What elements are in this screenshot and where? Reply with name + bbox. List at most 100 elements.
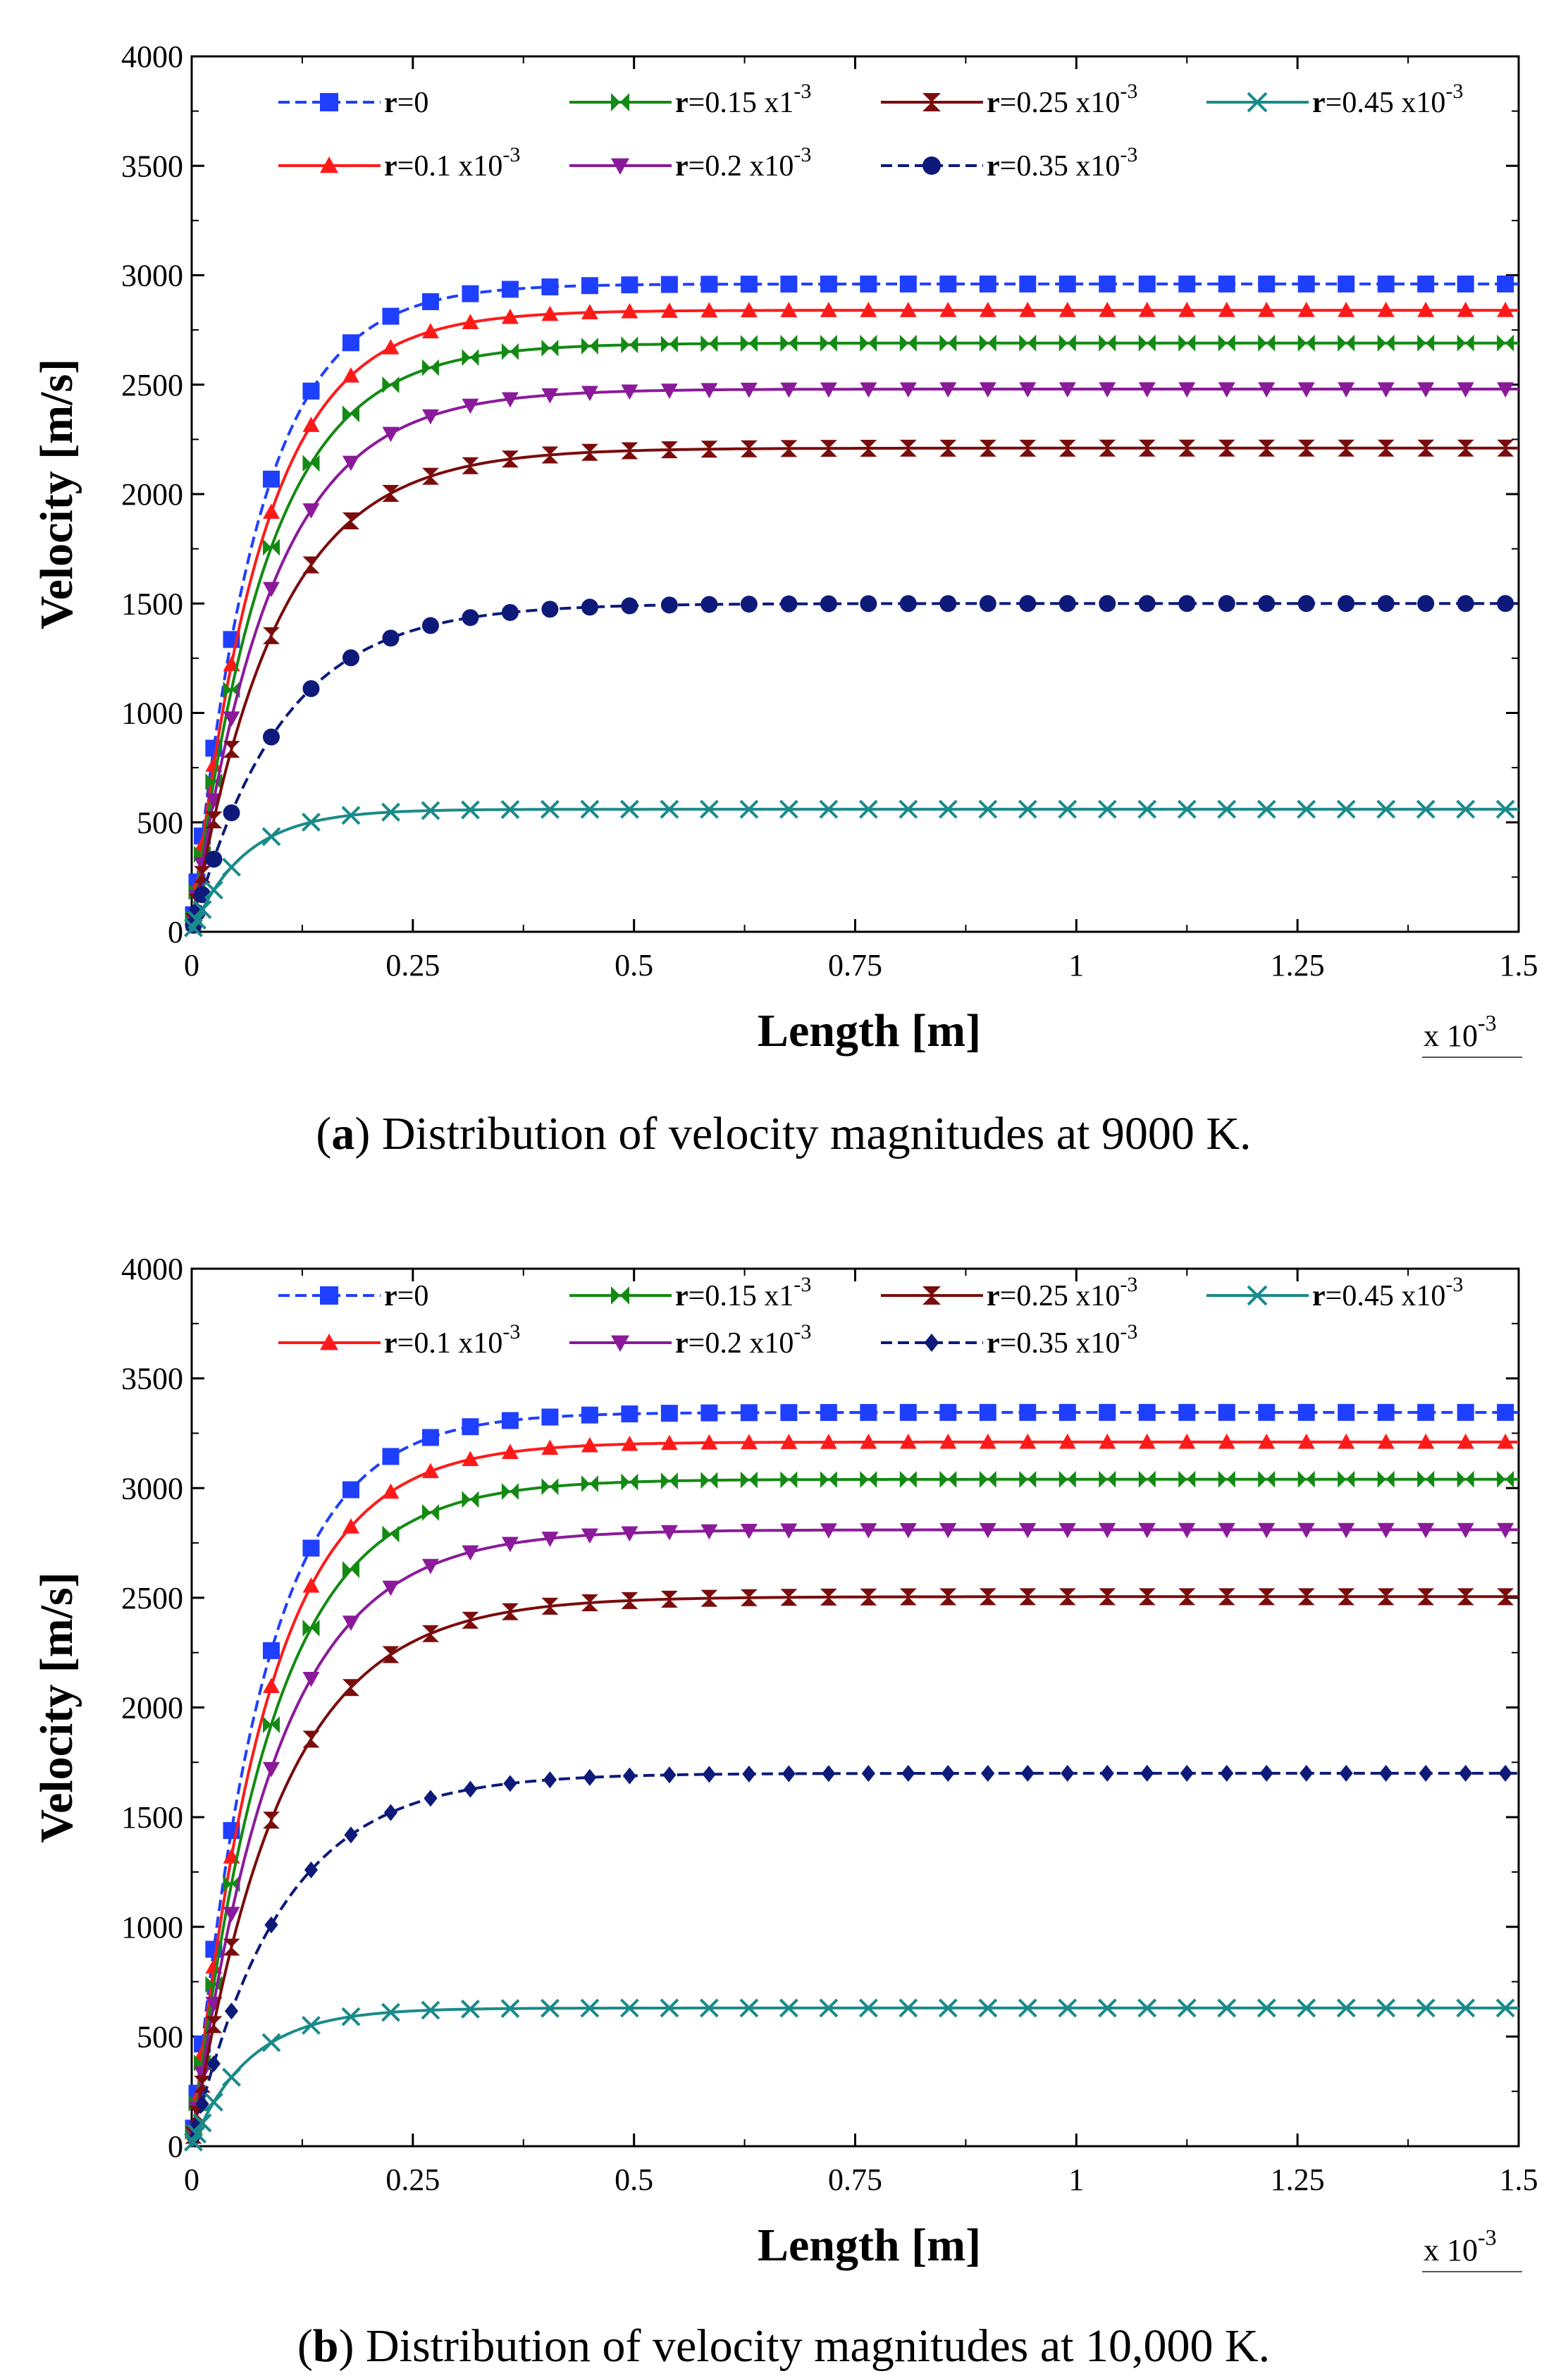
legend-label: r=0.2 x10-3 xyxy=(675,143,811,183)
data-point xyxy=(543,1771,557,1789)
x-tick-label: 0 xyxy=(184,2162,199,2197)
data-point xyxy=(501,308,519,324)
legend-marker xyxy=(320,156,338,173)
data-point xyxy=(779,1998,798,2018)
series-line xyxy=(190,282,1519,932)
data-point xyxy=(1297,595,1315,613)
data-point xyxy=(740,1471,758,1489)
data-point xyxy=(1058,1470,1076,1488)
y-tick-label: 2000 xyxy=(121,477,183,512)
data-point xyxy=(1099,439,1116,457)
data-point xyxy=(780,595,798,613)
y-tick-label: 2500 xyxy=(121,368,183,402)
data-point xyxy=(899,382,917,398)
data-point xyxy=(820,1588,837,1606)
data-point xyxy=(342,1679,359,1697)
data-point xyxy=(779,799,798,819)
y-tick-label: 0 xyxy=(168,2129,183,2164)
data-point xyxy=(342,367,359,383)
x-multiplier: x 10-3 xyxy=(1424,2224,1497,2267)
legend-marker xyxy=(611,1286,629,1305)
data-point xyxy=(660,1998,679,2018)
data-point xyxy=(382,376,400,393)
caption-label: b xyxy=(313,2320,339,2372)
data-point xyxy=(581,304,598,319)
legend-label-exponent: -3 xyxy=(1120,1320,1137,1343)
data-point xyxy=(1417,1403,1435,1421)
series-line xyxy=(190,446,1519,932)
data-point xyxy=(1497,1403,1514,1421)
data-point xyxy=(1417,334,1435,352)
data-point xyxy=(899,799,918,819)
legend-label-prefix: r xyxy=(1312,1280,1326,1312)
legend-label-prefix: r xyxy=(987,1280,1000,1312)
data-point xyxy=(500,1999,520,2019)
data-point xyxy=(540,799,560,819)
data-point xyxy=(1178,382,1196,398)
data-point xyxy=(192,900,212,919)
data-point xyxy=(302,1577,320,1593)
data-point xyxy=(222,2067,241,2087)
data-point xyxy=(262,538,280,556)
data-point xyxy=(899,334,917,352)
data-point xyxy=(1297,302,1315,317)
data-point xyxy=(1457,1433,1474,1449)
y-tick-label: 500 xyxy=(137,2019,183,2054)
data-point xyxy=(302,503,320,519)
data-point xyxy=(621,442,638,460)
legend-label: r=0.15 x1-3 xyxy=(675,1273,811,1312)
series-4 xyxy=(185,1588,1519,2147)
data-point xyxy=(861,1765,875,1783)
data-point xyxy=(421,409,439,425)
data-point xyxy=(501,603,519,621)
data-point xyxy=(619,799,639,819)
plot-frame xyxy=(190,1267,1520,2148)
data-point xyxy=(979,334,996,352)
legend-label-exponent: -3 xyxy=(1445,80,1463,103)
data-point xyxy=(462,314,479,329)
data-point xyxy=(1377,334,1395,352)
data-point xyxy=(820,334,837,352)
data-point xyxy=(621,1435,638,1451)
data-point xyxy=(1138,275,1156,293)
data-point xyxy=(1338,1403,1355,1421)
data-point xyxy=(700,1472,718,1489)
data-point xyxy=(660,1434,678,1451)
data-point xyxy=(1019,439,1037,457)
data-point xyxy=(187,911,206,930)
data-point xyxy=(204,2092,223,2112)
data-point xyxy=(1297,382,1315,398)
data-point xyxy=(740,1404,758,1422)
legend-item: r=0.35 x10-3 xyxy=(881,1320,1137,1360)
data-point xyxy=(780,1404,798,1422)
data-point xyxy=(421,1463,439,1479)
y-tick-label: 3500 xyxy=(121,149,183,183)
data-point xyxy=(1416,1998,1436,2018)
data-point xyxy=(1218,595,1235,613)
data-point xyxy=(860,1523,877,1539)
series-6 xyxy=(184,1998,1519,2152)
data-point xyxy=(302,1619,320,1637)
data-point xyxy=(421,1558,439,1575)
data-point xyxy=(1177,1998,1197,2018)
data-point xyxy=(1338,1588,1355,1606)
data-point xyxy=(939,275,957,293)
data-point xyxy=(860,334,877,352)
data-point xyxy=(205,850,223,868)
data-point xyxy=(822,1765,836,1783)
data-point xyxy=(1099,1403,1116,1421)
data-point xyxy=(1058,302,1076,317)
data-point xyxy=(1417,595,1435,613)
data-point xyxy=(1338,1522,1355,1539)
data-point xyxy=(899,1588,917,1606)
data-point xyxy=(262,728,280,746)
data-point xyxy=(462,1545,479,1561)
data-point xyxy=(1497,595,1514,613)
legend-label: r=0 xyxy=(384,87,428,119)
data-point xyxy=(223,804,240,822)
data-point xyxy=(421,1625,439,1642)
data-point xyxy=(262,1716,280,1733)
legend-label-exponent: -3 xyxy=(1120,1273,1137,1296)
legend-label: r=0.25 x10-3 xyxy=(987,1273,1137,1312)
data-point xyxy=(541,1439,559,1455)
